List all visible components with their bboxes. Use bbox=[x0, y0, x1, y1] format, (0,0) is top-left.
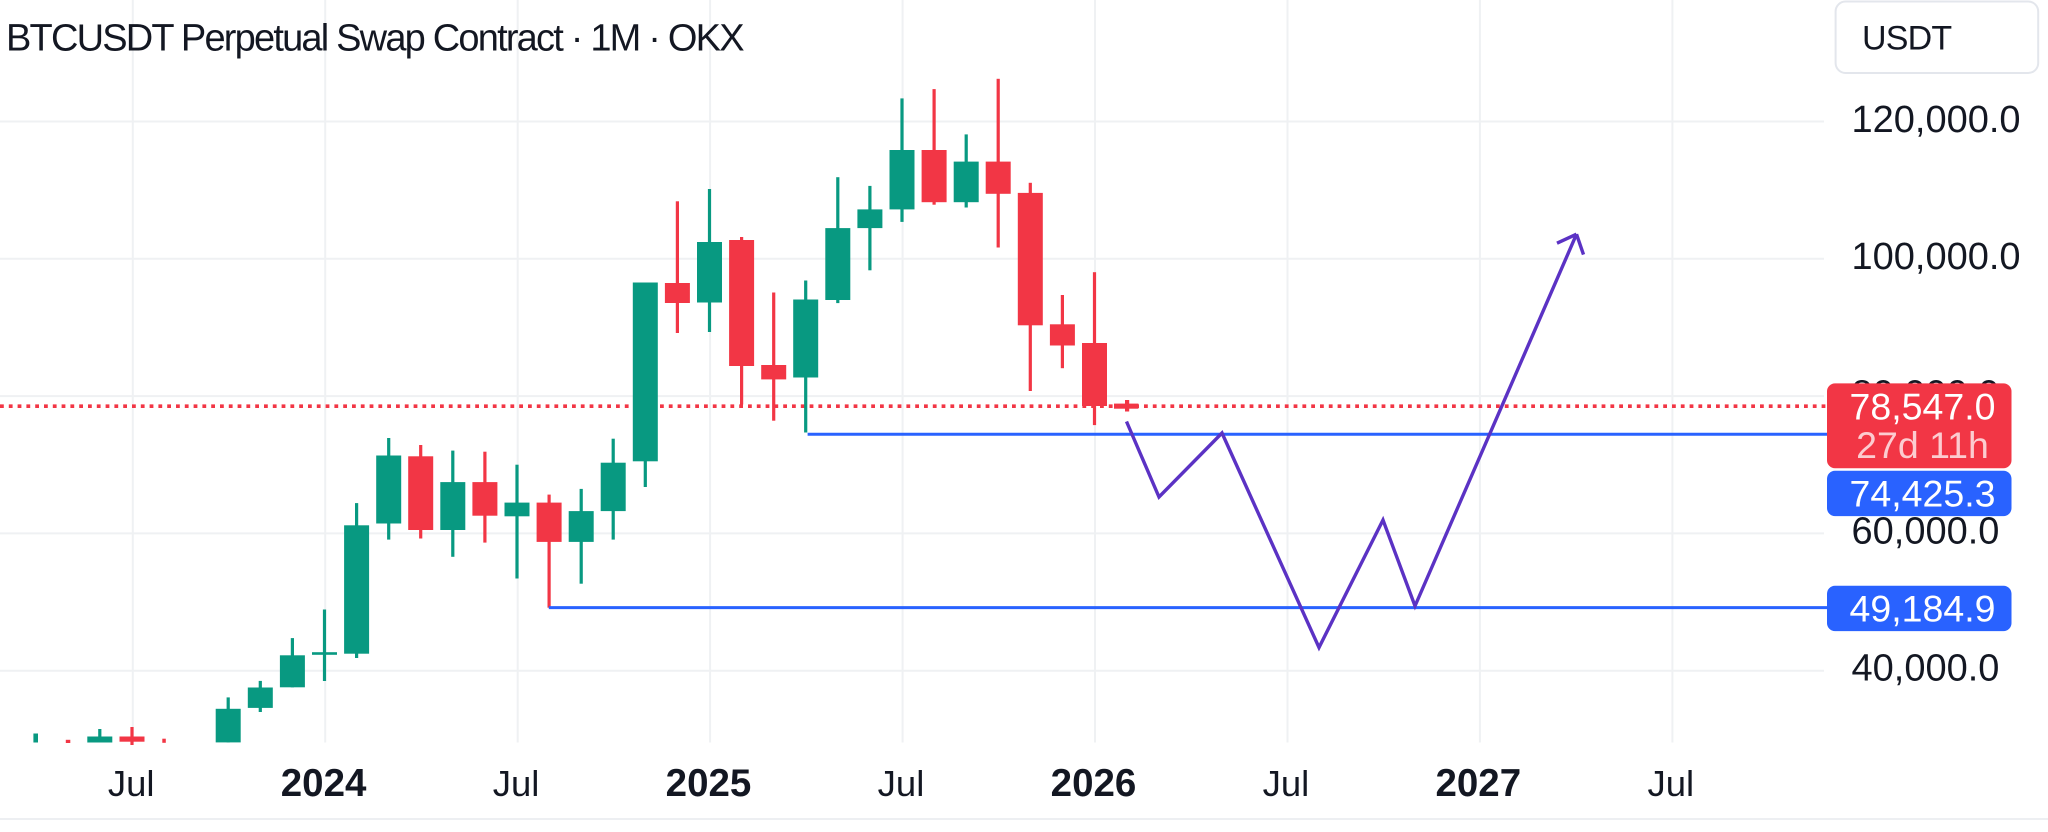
svg-text:Jul: Jul bbox=[1263, 763, 1310, 804]
svg-text:2024: 2024 bbox=[281, 762, 367, 805]
svg-text:USDT: USDT bbox=[1862, 20, 1951, 58]
svg-text:Jul: Jul bbox=[493, 763, 540, 804]
svg-text:74,425.3: 74,425.3 bbox=[1850, 472, 1996, 514]
svg-text:Jul: Jul bbox=[1647, 763, 1694, 804]
svg-text:78,547.0: 78,547.0 bbox=[1850, 386, 1996, 428]
svg-text:BTCUSDT Perpetual Swap Contrac: BTCUSDT Perpetual Swap Contract · 1M · O… bbox=[6, 18, 744, 60]
svg-text:60,000.0: 60,000.0 bbox=[1852, 510, 2000, 552]
svg-text:2027: 2027 bbox=[1435, 762, 1521, 805]
svg-text:27d 11h: 27d 11h bbox=[1856, 424, 1989, 466]
svg-text:120,000.0: 120,000.0 bbox=[1852, 99, 2021, 141]
svg-text:49,184.9: 49,184.9 bbox=[1850, 587, 1996, 629]
svg-text:100,000.0: 100,000.0 bbox=[1852, 236, 2021, 278]
svg-text:40,000.0: 40,000.0 bbox=[1852, 648, 2000, 690]
svg-text:Jul: Jul bbox=[878, 763, 925, 804]
svg-text:2025: 2025 bbox=[666, 762, 752, 805]
svg-text:2026: 2026 bbox=[1051, 762, 1137, 805]
svg-text:Jul: Jul bbox=[108, 763, 155, 804]
